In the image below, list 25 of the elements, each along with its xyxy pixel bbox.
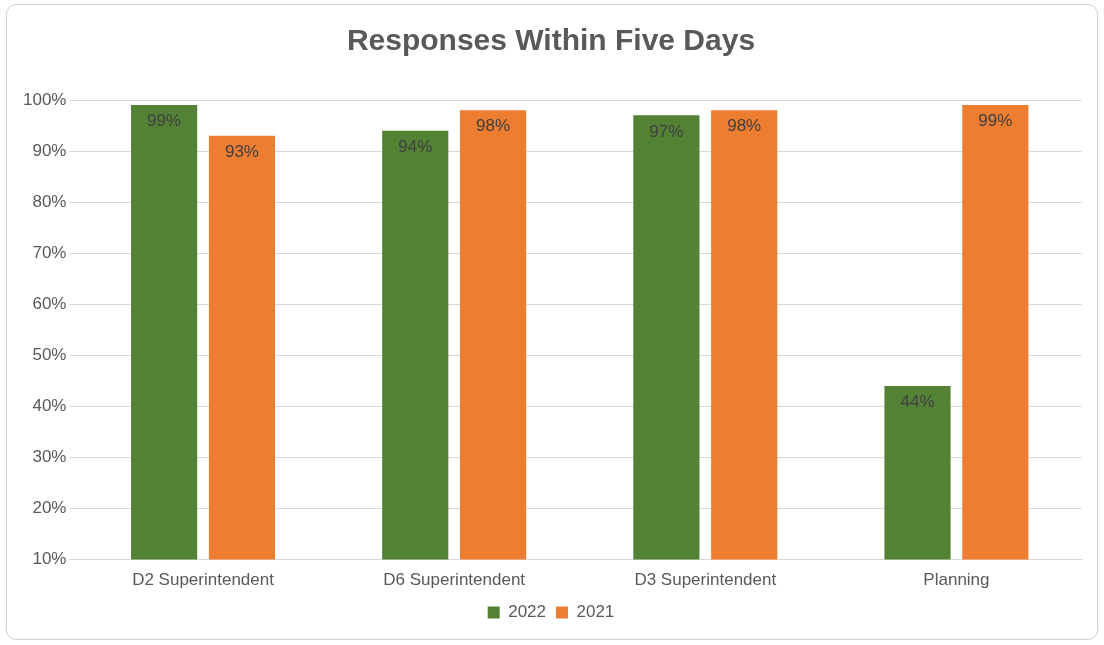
y-tick-label: 20% bbox=[32, 498, 67, 518]
x-tick-label: Planning bbox=[923, 570, 990, 590]
x-tick-label: D3 Superintendent bbox=[634, 570, 777, 590]
y-tick-label: 30% bbox=[32, 447, 67, 467]
chart-title: Responses Within Five Days bbox=[346, 23, 756, 57]
y-tick-label: 70% bbox=[32, 242, 67, 262]
data-label: 44% bbox=[900, 392, 935, 412]
y-tick-label: 10% bbox=[32, 549, 67, 569]
data-label: 97% bbox=[649, 121, 684, 141]
legend-label: 2021 bbox=[576, 602, 615, 622]
x-tick-label: D6 Superintendent bbox=[383, 570, 526, 590]
y-tick-label: 40% bbox=[32, 396, 67, 416]
y-tick-label: 90% bbox=[32, 140, 67, 160]
data-label: 93% bbox=[224, 141, 259, 161]
y-tick-label: 50% bbox=[32, 345, 67, 365]
y-tick-label: 60% bbox=[32, 293, 67, 313]
data-label: 99% bbox=[978, 111, 1013, 131]
data-label: 99% bbox=[147, 111, 182, 131]
data-label: 98% bbox=[727, 116, 762, 136]
data-label: 94% bbox=[398, 136, 433, 156]
x-tick-label: D2 Superintendent bbox=[132, 570, 275, 590]
legend-label: 2022 bbox=[508, 602, 547, 622]
data-label: 98% bbox=[476, 116, 511, 136]
y-tick-label: 80% bbox=[32, 191, 67, 211]
y-tick-label: 100% bbox=[23, 89, 67, 109]
